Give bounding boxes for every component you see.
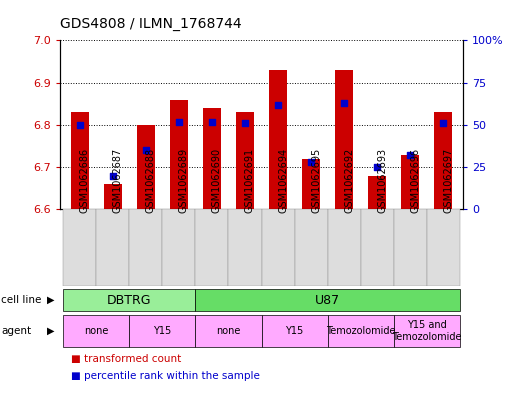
Text: ▶: ▶ [48, 326, 55, 336]
Text: GSM1062694: GSM1062694 [278, 148, 288, 213]
Bar [96, 209, 130, 286]
Bar [71, 112, 89, 209]
Text: GDS4808 / ILMN_1768744: GDS4808 / ILMN_1768744 [60, 17, 242, 31]
Point [109, 173, 117, 179]
Bar [63, 209, 96, 286]
Point [208, 118, 216, 125]
Bar [63, 289, 196, 311]
Bar [203, 108, 221, 209]
Bar [104, 184, 122, 209]
Bar [262, 209, 294, 286]
Bar [137, 125, 155, 209]
Text: none: none [84, 326, 109, 336]
Bar [327, 209, 360, 286]
Bar [236, 112, 254, 209]
Text: Temozolomide: Temozolomide [326, 326, 395, 336]
Bar [196, 209, 229, 286]
Text: GSM1062693: GSM1062693 [377, 148, 387, 213]
Bar [130, 209, 163, 286]
Bar [401, 154, 419, 209]
Point [175, 118, 183, 125]
Bar [393, 316, 460, 347]
Point [274, 101, 282, 108]
Bar [170, 100, 188, 209]
Bar [262, 316, 327, 347]
Bar [196, 316, 262, 347]
Bar [229, 209, 262, 286]
Bar [368, 176, 386, 209]
Text: GSM1062692: GSM1062692 [344, 148, 354, 213]
Text: Y15 and
Temozolomide: Y15 and Temozolomide [392, 320, 461, 342]
Text: GSM1062687: GSM1062687 [113, 148, 123, 213]
Text: DBTRG: DBTRG [107, 294, 152, 307]
Bar [335, 70, 353, 209]
Bar [302, 159, 320, 209]
Text: none: none [217, 326, 241, 336]
Point [241, 120, 249, 127]
Point [307, 159, 315, 165]
Point [406, 152, 414, 158]
Text: GSM1062696: GSM1062696 [410, 148, 420, 213]
Bar [163, 209, 196, 286]
Text: GSM1062686: GSM1062686 [80, 148, 90, 213]
Bar [63, 316, 130, 347]
Bar [360, 209, 393, 286]
Text: ▶: ▶ [48, 295, 55, 305]
Bar [427, 209, 460, 286]
Bar [434, 112, 452, 209]
Text: GSM1062695: GSM1062695 [311, 148, 321, 213]
Text: ■ transformed count: ■ transformed count [71, 354, 181, 364]
Text: GSM1062688: GSM1062688 [146, 148, 156, 213]
Text: cell line: cell line [1, 295, 41, 305]
Point [142, 147, 150, 153]
Bar [393, 209, 427, 286]
Text: GSM1062697: GSM1062697 [443, 148, 453, 213]
Point [340, 100, 348, 106]
Bar [269, 70, 287, 209]
Text: Y15: Y15 [286, 326, 304, 336]
Bar [130, 316, 196, 347]
Text: ■ percentile rank within the sample: ■ percentile rank within the sample [71, 371, 259, 381]
Point [439, 120, 447, 127]
Bar [327, 316, 393, 347]
Bar [294, 209, 327, 286]
Text: Y15: Y15 [153, 326, 172, 336]
Text: agent: agent [1, 326, 31, 336]
Text: GSM1062689: GSM1062689 [179, 148, 189, 213]
Bar [196, 289, 460, 311]
Text: GSM1062691: GSM1062691 [245, 148, 255, 213]
Point [76, 122, 84, 128]
Point [373, 164, 381, 171]
Text: GSM1062690: GSM1062690 [212, 148, 222, 213]
Text: U87: U87 [315, 294, 340, 307]
